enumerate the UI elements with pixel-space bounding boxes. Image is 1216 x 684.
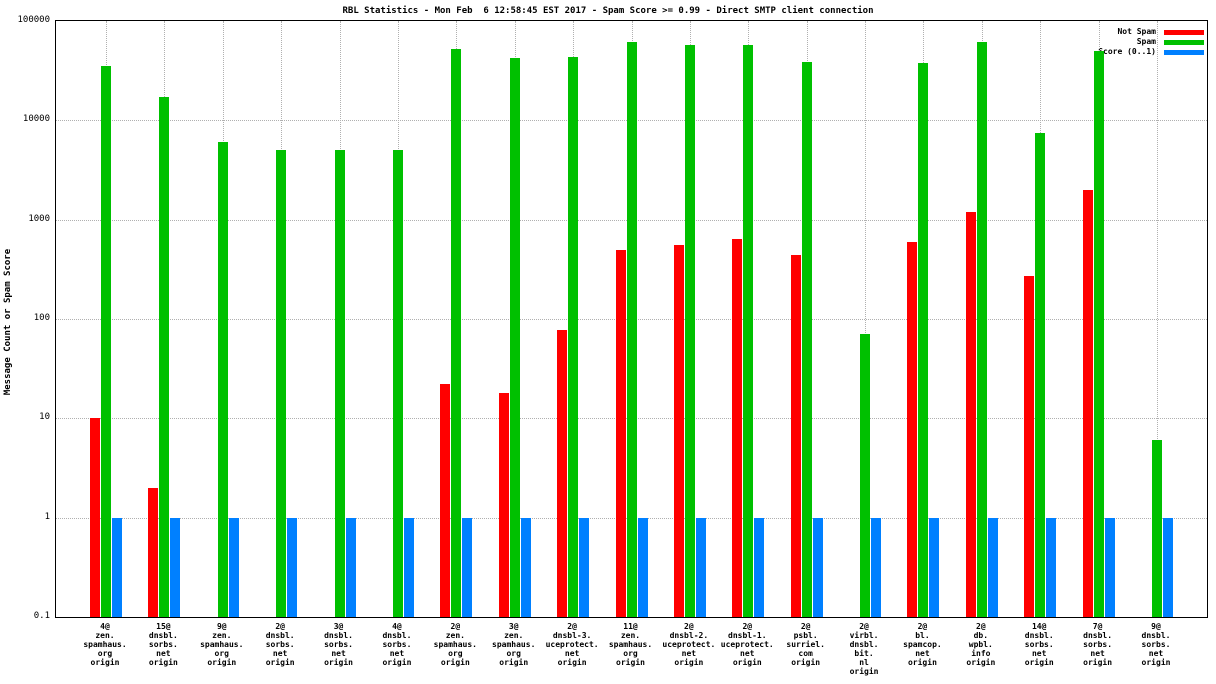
bar-spam: [101, 66, 111, 617]
x-category-label: 4@ dnsbl. sorbs. net origin: [382, 622, 412, 667]
y-tick-label: 1000: [28, 213, 50, 224]
x-category-label: 4@ zen. spamhaus. org origin: [83, 622, 127, 667]
legend-row: Score (0..1): [1098, 48, 1204, 56]
bar-score-0-1: [287, 517, 298, 617]
bar-score-0-1: [403, 517, 414, 617]
bar-not-spam: [498, 392, 509, 617]
bar-spam: [918, 62, 929, 617]
bar-spam: [392, 150, 403, 617]
bar-spam: [334, 150, 345, 617]
bar-spam: [217, 142, 228, 617]
x-category-label: 2@ dnsbl-3. uceprotect. net origin: [545, 622, 599, 667]
bar-score-0-1: [929, 517, 940, 617]
vgridline: [865, 21, 867, 617]
bar-score-0-1: [1104, 517, 1115, 617]
bar-spam: [509, 58, 520, 617]
bar-score-0-1: [112, 517, 122, 617]
bar-not-spam: [673, 245, 684, 617]
legend-row: Spam: [1098, 38, 1204, 46]
y-tick-label: 10000: [22, 114, 50, 125]
x-category-label: 3@ zen. spamhaus. org origin: [492, 622, 536, 667]
x-category-label: 14@ dnsbl. sorbs. net origin: [1024, 622, 1054, 667]
x-category-label: 2@ psbl. surriel. com origin: [786, 622, 825, 667]
bar-not-spam: [1082, 189, 1093, 617]
y-tick-label: 1: [44, 511, 50, 522]
x-category-label: 11@ zen. spamhaus. org origin: [608, 622, 653, 667]
bar-score-0-1: [871, 517, 882, 617]
x-category-label: 9@ dnsbl. sorbs. net origin: [1141, 622, 1171, 667]
bar-spam: [1035, 132, 1046, 617]
bar-not-spam: [907, 241, 918, 617]
bar-spam: [626, 42, 637, 617]
legend-swatch: [1164, 29, 1204, 35]
bar-score-0-1: [462, 517, 473, 617]
bar-score-0-1: [812, 517, 823, 617]
bar-not-spam: [557, 329, 568, 617]
x-category-label: 2@ dnsbl-2. uceprotect. net origin: [662, 622, 716, 667]
bar-score-0-1: [987, 517, 998, 617]
bar-score-0-1: [695, 517, 706, 617]
bar-not-spam: [732, 238, 743, 617]
bar-not-spam: [148, 487, 159, 617]
bar-spam: [743, 44, 754, 617]
bar-spam: [276, 150, 287, 617]
legend-label: Not Spam: [1117, 27, 1156, 36]
bar-spam: [159, 97, 170, 617]
x-category-label: 7@ dnsbl. sorbs. net origin: [1083, 622, 1113, 667]
x-category-label: 2@ zen. spamhaus. org origin: [433, 622, 477, 667]
y-tick-label: 100: [33, 313, 50, 323]
bar-not-spam: [440, 384, 451, 617]
legend-label: Spam: [1136, 37, 1156, 46]
bar-score-0-1: [1046, 517, 1057, 617]
x-category-label: 2@ virbl. dnsbl. bit. nl origin: [849, 622, 879, 676]
plot-area: Not Spam Spam Score (0..1): [55, 20, 1208, 618]
x-category-label: 9@ zen. spamhaus. org origin: [200, 622, 244, 667]
bar-spam: [1093, 50, 1104, 617]
bar-not-spam: [90, 418, 100, 617]
bar-spam: [860, 334, 871, 617]
bar-score-0-1: [228, 517, 239, 617]
x-category-label: 2@ dnsbl-1. uceprotect. net origin: [720, 622, 774, 667]
chart-title: RBL Statistics - Mon Feb 6 12:58:45 EST …: [342, 6, 874, 16]
bar-score-0-1: [637, 517, 648, 617]
bar-score-0-1: [170, 517, 181, 617]
bar-spam: [568, 57, 579, 617]
y-tick-label: 100000: [17, 15, 50, 25]
legend-swatch: [1164, 39, 1204, 45]
x-category-label: 2@ bl. spamcop. net origin: [903, 622, 942, 667]
bar-spam: [801, 61, 812, 617]
y-tick-label: 10: [39, 412, 50, 423]
legend-row: Not Spam: [1098, 28, 1204, 36]
bar-spam: [684, 45, 695, 617]
bar-score-0-1: [345, 517, 356, 617]
x-category-label: 15@ dnsbl. sorbs. net origin: [148, 622, 178, 667]
x-category-label: 3@ dnsbl. sorbs. net origin: [324, 622, 353, 667]
y-tick-label: 0.1: [33, 611, 50, 621]
bar-not-spam: [790, 255, 801, 617]
legend: Not Spam Spam Score (0..1): [1098, 28, 1204, 58]
bar-not-spam: [615, 249, 626, 617]
bar-not-spam: [965, 211, 976, 617]
legend-swatch: [1164, 49, 1204, 55]
bar-score-0-1: [1163, 517, 1173, 617]
bar-spam: [976, 41, 987, 617]
bar-not-spam: [1024, 276, 1035, 617]
x-category-label: 2@ dnsbl. sorbs. net origin: [265, 622, 295, 667]
x-category-label: 2@ db. wpbl. info origin: [966, 622, 996, 667]
bar-score-0-1: [579, 517, 590, 617]
bar-score-0-1: [754, 517, 765, 617]
bar-score-0-1: [520, 517, 531, 617]
legend-label: Score (0..1): [1098, 47, 1156, 56]
vgridline: [1157, 21, 1158, 617]
bar-spam: [451, 49, 462, 617]
bar-spam: [1152, 440, 1162, 617]
